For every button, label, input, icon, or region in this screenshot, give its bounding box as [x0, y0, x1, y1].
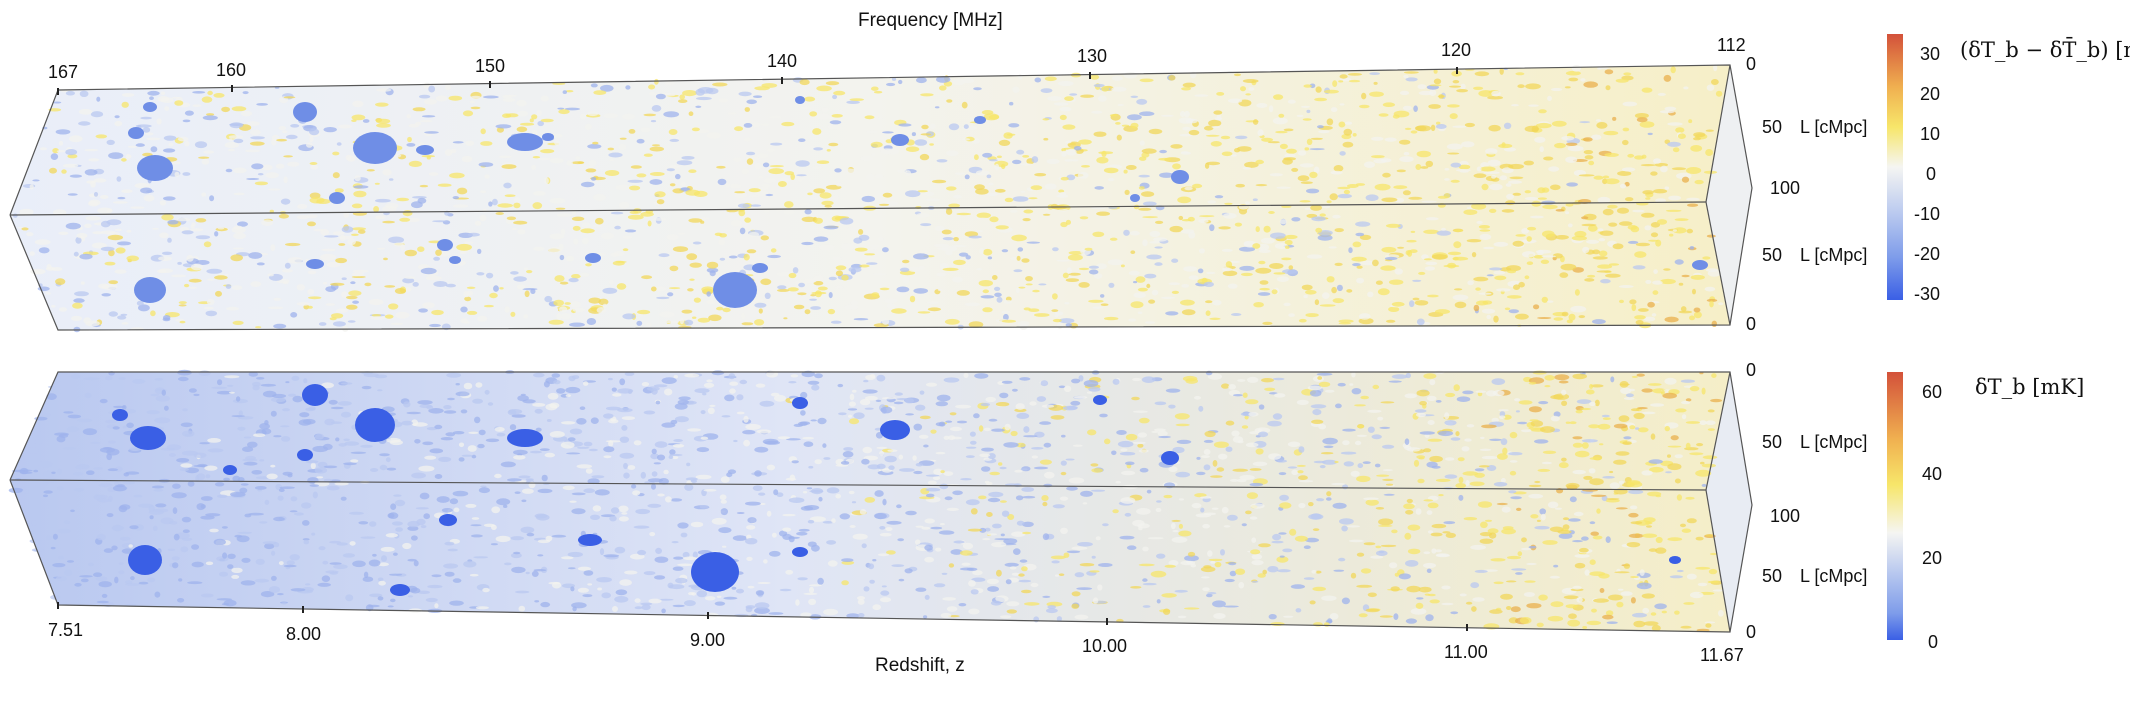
depth-tick-label: 0 — [1746, 622, 1757, 642]
redshift-tick-label: 7.51 — [48, 620, 84, 640]
depth-tick-label: 0 — [1746, 314, 1757, 334]
redshift-tick-label: 11.00 — [1444, 642, 1488, 662]
colorbar-tick-label: 10 — [1920, 124, 1941, 144]
depth-tick-label: 50 — [1762, 566, 1783, 586]
colorbar-tick-label: -20 — [1914, 244, 1941, 264]
redshift-axis-title: Redshift, z — [875, 655, 965, 676]
colorbar-tick-label: 60 — [1922, 382, 1943, 402]
lightcone-panel-brightness — [8, 369, 1753, 633]
depth-tick-label: 100 — [1770, 506, 1801, 526]
colorbar-tick-label: -30 — [1914, 284, 1941, 304]
field-texture — [12, 64, 1724, 333]
frequency-tick-label: 120 — [1441, 40, 1472, 60]
colorbar-tick-label: 30 — [1920, 44, 1941, 64]
redshift-tick-label: 11.67 — [1700, 645, 1744, 665]
ionized-regions — [112, 384, 1681, 596]
depth-tick-label: 50 — [1762, 432, 1783, 452]
colorbar-mean-subtracted — [1887, 34, 1903, 300]
frequency-tick-label: 150 — [475, 56, 506, 76]
colorbar-bottom-title: δT_b [mK] — [1975, 375, 2085, 399]
frequency-tick-label: 112 — [1717, 35, 1746, 55]
frequency-tick-label: 160 — [216, 60, 247, 80]
colorbar-tick-label: 0 — [1928, 632, 1939, 652]
ionized-regions — [128, 96, 1708, 308]
colorbar-tick-label: 0 — [1926, 164, 1937, 184]
frequency-tick-label: 130 — [1077, 46, 1108, 66]
redshift-tick-label: 8.00 — [286, 624, 322, 644]
top-face — [10, 65, 1730, 215]
colorbar-tick-label: 20 — [1920, 84, 1941, 104]
depth-axis-label: L [cMpc] — [1800, 432, 1868, 452]
redshift-ticks — [57, 602, 1468, 631]
depth-tick-label: 50 — [1762, 117, 1783, 137]
colorbar-tick-label: -10 — [1914, 204, 1941, 224]
depth-tick-label: 100 — [1770, 178, 1801, 198]
depth-axis-label: L [cMpc] — [1800, 117, 1868, 137]
front-face — [10, 202, 1730, 330]
depth-axis-label: L [cMpc] — [1800, 566, 1868, 586]
colorbar-tick-label: 20 — [1922, 548, 1943, 568]
field-texture — [8, 369, 1724, 632]
colorbar-tick-label: 40 — [1922, 464, 1943, 484]
colorbar-top-title: (δT_b − δT̄_b) [mK] — [1960, 38, 2130, 62]
depth-tick-label: 50 — [1762, 245, 1783, 265]
redshift-tick-label: 10.00 — [1082, 636, 1128, 656]
frequency-axis-title: Frequency [MHz] — [858, 10, 1003, 31]
depth-tick-label: 0 — [1746, 54, 1757, 74]
frequency-tick-label: 140 — [767, 51, 798, 71]
depth-tick-label: 0 — [1746, 360, 1757, 380]
redshift-tick-label: 9.00 — [690, 630, 726, 650]
depth-axis-label: L [cMpc] — [1800, 245, 1868, 265]
frequency-tick-label: 167 — [48, 62, 79, 82]
lightcone-panel-mean-subtracted — [9, 64, 1753, 333]
frequency-ticks — [57, 67, 1458, 95]
colorbar-brightness — [1887, 372, 1903, 640]
